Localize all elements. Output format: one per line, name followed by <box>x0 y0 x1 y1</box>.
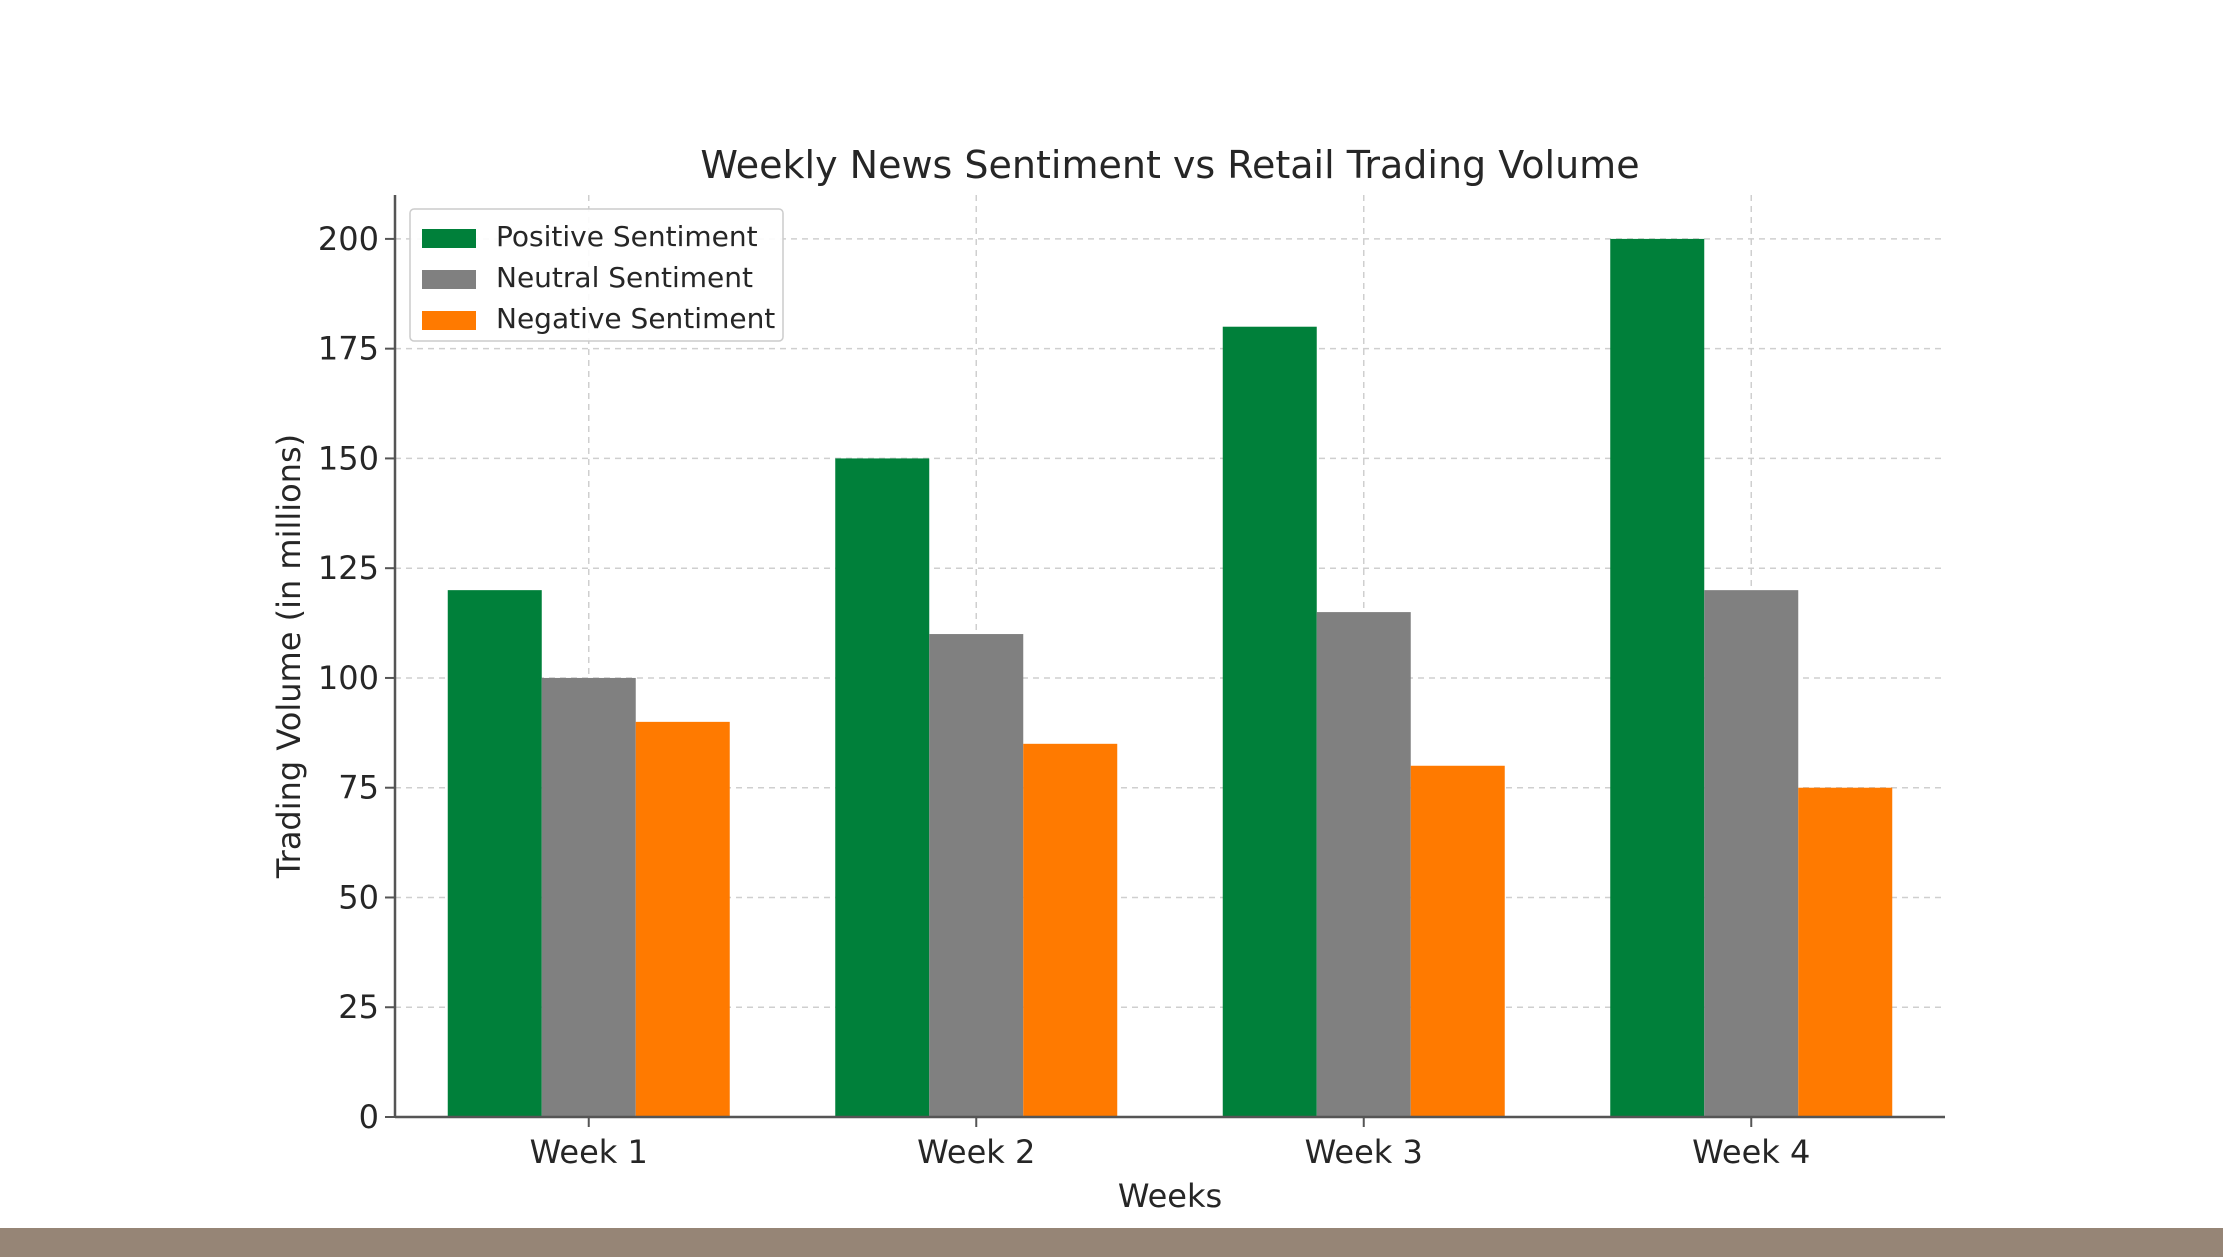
legend: Positive Sentiment Neutral Sentiment Negat… <box>409 208 784 342</box>
bar-negative-sentiment-4 <box>1798 787 1893 1117</box>
x-tick-label: Week 4 <box>1692 1133 1810 1171</box>
bar-negative-sentiment-1 <box>635 721 730 1117</box>
bar-positive-sentiment-1 <box>447 590 542 1117</box>
bar-negative-sentiment-2 <box>1023 743 1118 1117</box>
legend-swatch-neutral-sentiment <box>422 270 476 289</box>
tick-labels: 0 25 50 75 100 125 150 175 200 Week 1 Week 2 Week 3… <box>318 220 1810 1171</box>
x-tick-label: Week 3 <box>1305 1133 1423 1171</box>
bar-neutral-sentiment-3 <box>1316 612 1411 1117</box>
y-axis-label: Trading Volume (in millions) <box>270 434 308 879</box>
bar-chart: 0 25 50 75 100 125 150 175 200 Week 1 Week 2 Week 3… <box>270 143 1945 1215</box>
bar-neutral-sentiment-1 <box>541 677 636 1117</box>
y-tick-label: 75 <box>338 769 379 807</box>
legend-label: Negative Sentiment <box>496 302 775 335</box>
bar-positive-sentiment-2 <box>835 458 930 1117</box>
legend-entries: Positive Sentiment Neutral Sentiment Negat… <box>422 220 775 335</box>
bar-positive-sentiment-3 <box>1222 326 1317 1117</box>
y-tick-label: 200 <box>318 220 379 258</box>
x-axis-label: Weeks <box>1118 1177 1222 1215</box>
footer-band <box>0 1228 2223 1257</box>
legend-swatch-negative-sentiment <box>422 311 476 330</box>
bar-neutral-sentiment-4 <box>1704 590 1799 1117</box>
x-tick-label: Week 1 <box>530 1133 648 1171</box>
bars <box>447 238 1893 1117</box>
y-tick-label: 100 <box>318 659 379 697</box>
chart-container: 0 25 50 75 100 125 150 175 200 Week 1 Week 2 Week 3… <box>270 143 1945 1215</box>
y-tick-label: 25 <box>338 988 379 1026</box>
y-tick-label: 150 <box>318 439 379 477</box>
y-tick-label: 125 <box>318 549 379 587</box>
bar-neutral-sentiment-2 <box>929 634 1024 1117</box>
legend-label: Positive Sentiment <box>496 220 758 253</box>
bar-negative-sentiment-3 <box>1410 765 1505 1117</box>
legend-swatch-positive-sentiment <box>422 229 476 248</box>
y-tick-label: 0 <box>359 1098 379 1136</box>
y-tick-label: 50 <box>338 878 379 916</box>
x-tick-label: Week 2 <box>917 1133 1035 1171</box>
y-tick-label: 175 <box>318 330 379 368</box>
legend-label: Neutral Sentiment <box>496 261 753 294</box>
bar-positive-sentiment-4 <box>1610 238 1705 1117</box>
chart-title: Weekly News Sentiment vs Retail Trading … <box>700 143 1639 187</box>
legend-box <box>409 208 784 342</box>
